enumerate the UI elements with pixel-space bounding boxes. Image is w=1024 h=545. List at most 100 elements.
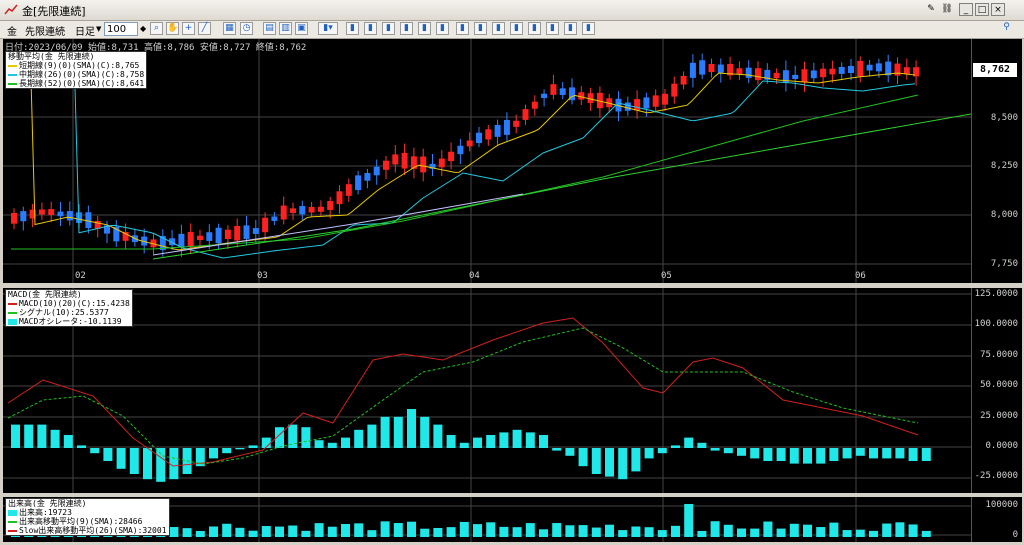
count-spinner-icon[interactable]: ◆ <box>140 24 147 33</box>
volume-axis-label: 0 <box>1012 530 1018 540</box>
legend-swatch <box>8 520 17 523</box>
bars-icon-13[interactable]: ▮ <box>564 22 577 35</box>
close-button[interactable]: × <box>991 3 1005 16</box>
macd-osc-bar <box>235 448 245 450</box>
macd-osc-bar <box>763 448 773 461</box>
macd-osc-bar <box>512 429 522 448</box>
macd-chart[interactable] <box>3 288 971 493</box>
clock-icon[interactable]: ◷ <box>240 22 253 35</box>
bars-icon-11[interactable]: ▮ <box>528 22 541 35</box>
candle-body <box>327 201 334 210</box>
bars-icon-5[interactable]: ▮ <box>418 22 431 35</box>
bars-icon-4[interactable]: ▮ <box>400 22 413 35</box>
settings-key-icon[interactable]: ⚲ <box>1003 22 1010 32</box>
macd-osc-bar <box>24 424 34 448</box>
candle-body <box>308 206 315 213</box>
draw-line-icon[interactable]: ╱ <box>198 22 211 35</box>
legend-text: 長期線(52)(0)(SMA)(C):8,641 <box>19 79 145 88</box>
candle-body <box>429 163 436 169</box>
crosshair-icon[interactable]: + <box>182 22 195 35</box>
layout-icon[interactable]: ▣ <box>295 22 308 35</box>
macd-osc-bar <box>842 448 852 459</box>
contract-label[interactable]: 先限連続 <box>25 27 65 38</box>
volume-bar <box>882 523 892 537</box>
volume-bar <box>248 530 258 537</box>
macd-osc-bar <box>829 448 839 461</box>
split-icon[interactable]: ▥ <box>279 22 292 35</box>
macd-osc-bar <box>816 448 826 464</box>
bars-icon-1[interactable]: ▮ <box>346 22 359 35</box>
candle-body <box>578 92 585 100</box>
macd-axis: 125.0000 100.0000 75.0000 50.0000 25.000… <box>971 288 1022 493</box>
indicator-menu-icon[interactable]: ▮▾ <box>318 22 338 35</box>
macd-panel[interactable] <box>3 288 971 493</box>
candle-body <box>215 227 222 244</box>
short-ma-line <box>11 72 916 251</box>
candle-body <box>410 156 417 169</box>
volume-bar <box>407 521 416 537</box>
macd-legend: MACD(金 先限連続) MACD(10)(20)(C):15.4238 シグナ… <box>5 289 133 327</box>
candle-body <box>866 64 873 71</box>
candle-body <box>708 63 715 73</box>
bars-icon-8[interactable]: ▮ <box>474 22 487 35</box>
candle-body <box>336 191 343 205</box>
period-dropdown[interactable]: 日足 <box>75 27 95 38</box>
bars-icon-6[interactable]: ▮ <box>436 22 449 35</box>
volume-bar <box>737 528 746 537</box>
x-axis-label: 05 <box>661 271 672 281</box>
legend-row: 短期線(9)(0)(SMA)(C):8,765 <box>8 61 144 70</box>
volume-bar <box>644 527 654 537</box>
long-ma-line <box>11 94 919 250</box>
panel-divider[interactable] <box>0 493 1024 497</box>
bars-icon-9[interactable]: ▮ <box>492 22 505 35</box>
volume-bar <box>763 521 773 537</box>
zoom-icon[interactable]: ⌕ <box>150 22 163 35</box>
candle-body <box>838 66 845 74</box>
bars-icon-14[interactable]: ▮ <box>582 22 595 35</box>
volume-bar <box>499 526 509 537</box>
hand-icon[interactable]: ✋ <box>166 22 179 35</box>
volume-bar <box>776 528 786 537</box>
bars-icon-3[interactable]: ▮ <box>382 22 395 35</box>
bars-icon-7[interactable]: ▮ <box>456 22 469 35</box>
macd-osc-bar <box>116 448 126 469</box>
link-icon[interactable]: ⛓ <box>941 4 953 14</box>
macd-osc-bar <box>657 448 667 454</box>
volume-bar <box>697 530 707 537</box>
bar-count-select[interactable]: 100 <box>104 22 138 36</box>
trend-line <box>152 113 972 260</box>
macd-osc-bar <box>737 448 746 456</box>
candle-body <box>894 63 901 76</box>
restore-button[interactable]: □ <box>975 3 989 16</box>
macd-osc-bar <box>103 448 113 461</box>
candle-body <box>178 233 185 248</box>
candle-body <box>662 93 668 105</box>
candle-body <box>764 69 771 80</box>
panel-divider[interactable] <box>0 283 1024 287</box>
bars-icon-10[interactable]: ▮ <box>510 22 523 35</box>
minimize-button[interactable]: _ <box>959 3 973 16</box>
candle-body <box>20 211 27 222</box>
macd-osc-bar <box>301 427 311 448</box>
macd-osc-bar <box>420 416 430 448</box>
candle-body <box>652 95 659 107</box>
candle-body <box>104 225 110 234</box>
macd-osc-bar <box>195 448 205 467</box>
price-chart[interactable] <box>3 39 972 283</box>
macd-osc-bar <box>327 442 337 448</box>
macd-osc-bar <box>314 440 324 448</box>
volume-legend: 出来高(金 先限連続) 出来高:19723 出来高移動平均(9)(SMA):28… <box>5 498 170 536</box>
symbol-label[interactable]: 金 <box>7 27 17 38</box>
macd-line <box>7 317 919 467</box>
table-icon[interactable]: ▦ <box>223 22 236 35</box>
legend-row: 長期線(52)(0)(SMA)(C):8,641 <box>8 79 144 88</box>
legend-swatch <box>8 73 17 76</box>
grid-icon[interactable]: ▤ <box>263 22 276 35</box>
chevron-down-icon[interactable]: ▼ <box>96 25 102 33</box>
macd-osc-bar <box>393 416 403 448</box>
edit-icon[interactable]: ✎ <box>927 4 935 14</box>
bars-icon-2[interactable]: ▮ <box>364 22 377 35</box>
price-panel[interactable] <box>3 39 972 283</box>
candle-body <box>345 184 352 196</box>
bars-icon-12[interactable]: ▮ <box>546 22 559 35</box>
